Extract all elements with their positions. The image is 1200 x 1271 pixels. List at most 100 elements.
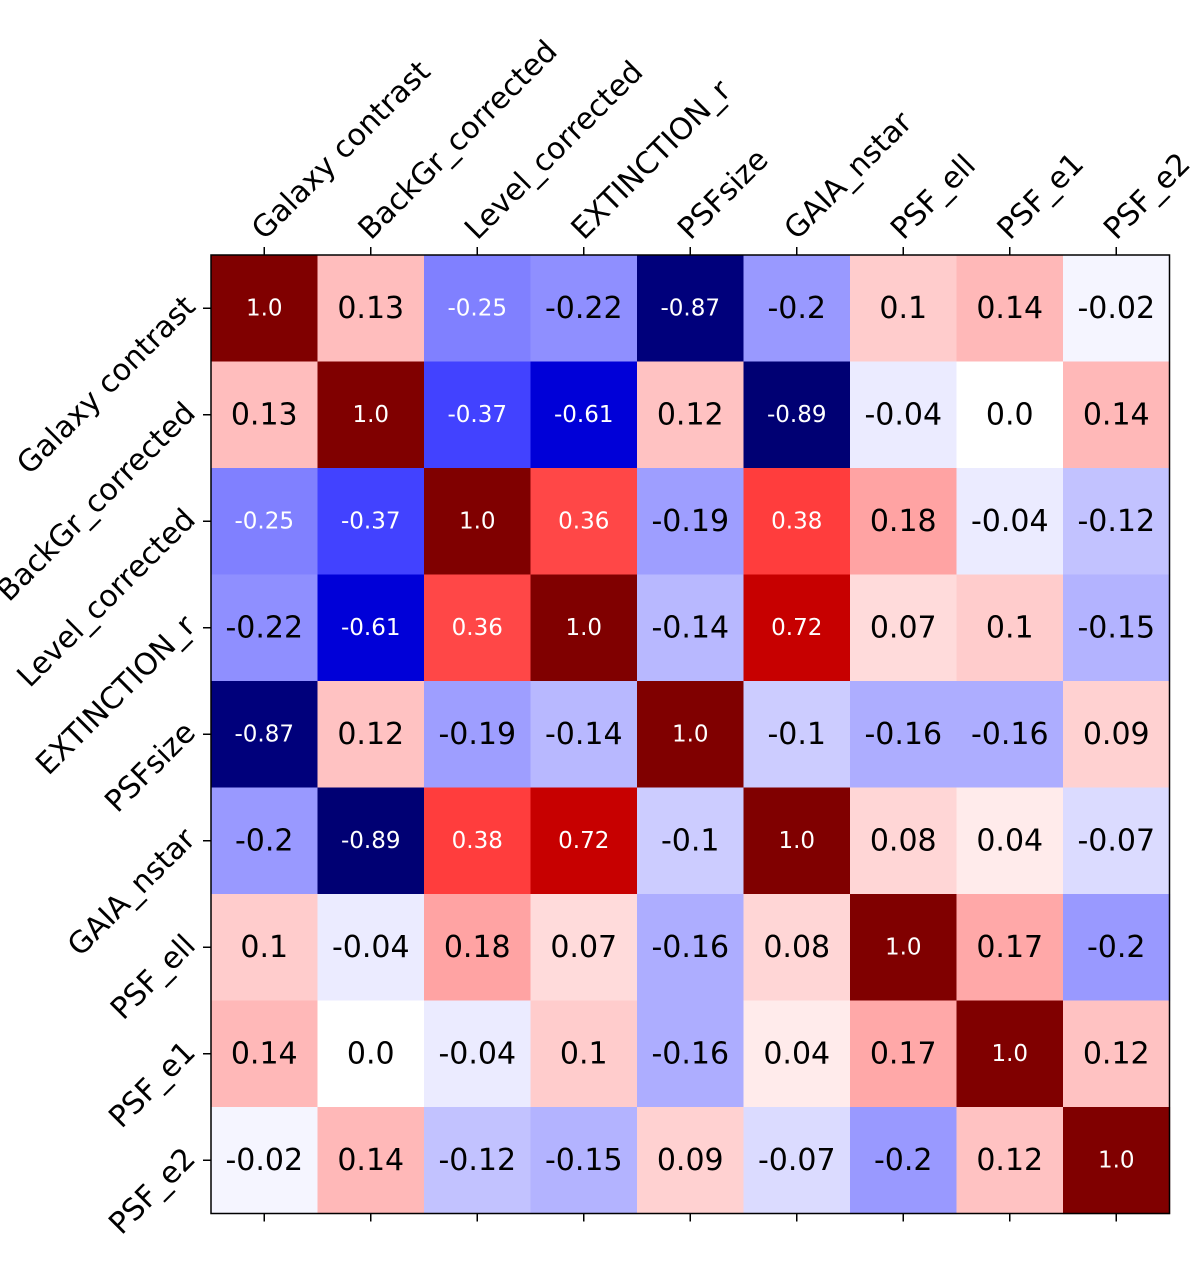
heatmap-cell-r0-c7 [956, 255, 1064, 363]
heatmap-cell-r5-c4 [637, 787, 745, 895]
cell-value-label-r7-c0: 0.14 [231, 1036, 298, 1071]
cell-value-label-r8-c0: -0.02 [225, 1143, 303, 1178]
heatmap-cell-r7-c1 [317, 1000, 425, 1108]
cell-value-label-r5-c4: -0.1 [661, 823, 720, 858]
heatmap-cell-r7-c2 [424, 1000, 532, 1108]
heatmap-cell-r5-c1 [317, 787, 425, 895]
cell-value-label-r8-c1: 0.14 [337, 1143, 404, 1178]
x-tick-label-psf-ell: PSF_ell [884, 148, 983, 247]
cell-value-label-r3-c6: 0.07 [870, 610, 937, 645]
y-tick-label-psf-e2: PSF_e2 [102, 1141, 202, 1241]
cell-value-label-r5-c0: -0.2 [235, 823, 294, 858]
cell-value-label-r2-c7: -0.04 [971, 504, 1049, 539]
heatmap-value-labels: 1.0 0.13 -0.25 -0.22 -0.87 -0.2 0.1 0.14 -0.02 0.… [225, 291, 1155, 1178]
cell-value-label-r4-c4: 1.0 [672, 721, 709, 747]
x-tick-labels: Galaxy contrastBackGr_correctedLevel_cor… [245, 34, 1197, 247]
x-tick-label-level-corrected: Level_corrected [458, 55, 650, 247]
heatmap-cell-r2-c0 [211, 468, 319, 576]
cell-value-label-r0-c0: 1.0 [246, 295, 283, 321]
y-tick-label-psf-e1: PSF_e1 [102, 1035, 202, 1135]
cell-value-label-r6-c7: 0.17 [976, 930, 1043, 965]
cell-value-label-r6-c0: 0.1 [240, 930, 288, 965]
cell-value-label-r8-c7: 0.12 [976, 1143, 1043, 1178]
heatmap-cell-r5-c5 [743, 787, 851, 895]
cell-value-label-r6-c4: -0.16 [651, 930, 729, 965]
cell-value-label-r5-c7: 0.04 [976, 823, 1043, 858]
heatmap-cell-r7-c0 [211, 1000, 319, 1108]
heatmap-cell-r8-c0 [211, 1107, 319, 1215]
heatmap-cell-r3-c4 [637, 574, 745, 682]
y-tick-label-galaxy-contrast: Galaxy contrast [10, 289, 203, 482]
cell-value-label-r2-c4: -0.19 [651, 504, 729, 539]
cell-value-label-r0-c6: 0.1 [879, 291, 927, 326]
x-tick-label-backgr-corrected: BackGr_corrected [352, 34, 565, 247]
heatmap-cell-r8-c3 [530, 1107, 638, 1215]
cell-value-label-r0-c7: 0.14 [976, 291, 1043, 326]
cell-value-label-r1-c0: 0.13 [231, 397, 298, 432]
heatmap-cell-r3-c5 [743, 574, 851, 682]
cell-value-label-r3-c1: -0.61 [341, 615, 401, 641]
y-tick-label-level-corrected: Level_corrected [11, 502, 203, 694]
heatmap-cell-r4-c6 [850, 681, 958, 789]
x-tick-label-psf-e2: PSF_e2 [1097, 146, 1197, 246]
cell-value-label-r3-c8: -0.15 [1077, 610, 1155, 645]
cell-value-label-r0-c1: 0.13 [337, 291, 404, 326]
cell-value-label-r1-c8: 0.14 [1083, 397, 1150, 432]
heatmap-cell-r5-c8 [1063, 787, 1171, 895]
cell-value-label-r4-c2: -0.19 [438, 717, 516, 752]
axis-ticks [203, 247, 1117, 1222]
heatmap-cell-r7-c8 [1063, 1000, 1171, 1108]
cell-value-label-r8-c5: -0.07 [758, 1143, 836, 1178]
cell-value-label-r2-c2: 1.0 [459, 508, 496, 534]
heatmap-cell-r2-c3 [530, 468, 638, 576]
cell-value-label-r7-c7: 1.0 [991, 1041, 1028, 1067]
cell-value-label-r2-c3: 0.36 [558, 508, 609, 534]
cell-value-label-r8-c2: -0.12 [438, 1143, 516, 1178]
heatmap-cell-r8-c6 [850, 1107, 958, 1215]
cell-value-label-r2-c0: -0.25 [234, 508, 294, 534]
heatmap-cell-r5-c0 [211, 787, 319, 895]
cell-value-label-r0-c5: -0.2 [767, 291, 826, 326]
cell-value-label-r4-c7: -0.16 [971, 717, 1049, 752]
heatmap-cell-r0-c2 [424, 255, 532, 363]
cell-value-label-r4-c5: -0.1 [767, 717, 826, 752]
heatmap-cell-r6-c7 [956, 894, 1064, 1002]
cell-value-label-r6-c2: 0.18 [444, 930, 511, 965]
cell-value-label-r8-c8: 1.0 [1098, 1147, 1135, 1173]
heatmap-cell-r8-c1 [317, 1107, 425, 1215]
heatmap-cell-r0-c8 [1063, 255, 1171, 363]
heatmap-cell-r2-c4 [637, 468, 745, 576]
cell-value-label-r1-c5: -0.89 [767, 402, 827, 428]
heatmap-cell-r8-c5 [743, 1107, 851, 1215]
heatmap-cell-r5-c3 [530, 787, 638, 895]
cell-value-label-r6-c1: -0.04 [332, 930, 410, 965]
heatmap-cell-r4-c4 [637, 681, 745, 789]
heatmap-cell-r0-c0 [211, 255, 319, 363]
cell-value-label-r6-c8: -0.2 [1087, 930, 1146, 965]
heatmap-cell-r6-c6 [850, 894, 958, 1002]
cell-value-label-r4-c6: -0.16 [864, 717, 942, 752]
cell-value-label-r7-c2: -0.04 [438, 1036, 516, 1071]
heatmap-cell-r2-c6 [850, 468, 958, 576]
cell-value-label-r7-c5: 0.04 [763, 1036, 830, 1071]
cell-value-label-r1-c1: 1.0 [352, 402, 389, 428]
cell-value-label-r6-c3: 0.07 [550, 930, 617, 965]
heatmap-cell-r0-c6 [850, 255, 958, 363]
heatmap-cell-r8-c2 [424, 1107, 532, 1215]
cell-value-label-r8-c4: 0.09 [657, 1143, 724, 1178]
heatmap-cell-r8-c8 [1063, 1107, 1171, 1215]
cell-value-label-r2-c1: -0.37 [341, 508, 401, 534]
heatmap-cell-r1-c4 [637, 361, 745, 469]
cell-value-label-r7-c8: 0.12 [1083, 1036, 1150, 1071]
heatmap-cell-r6-c8 [1063, 894, 1171, 1002]
cell-value-label-r1-c7: 0.0 [986, 397, 1034, 432]
heatmap-cell-r2-c5 [743, 468, 851, 576]
cell-value-label-r7-c1: 0.0 [347, 1036, 395, 1071]
y-tick-label-backgr-corrected: BackGr_corrected [0, 396, 203, 609]
cell-value-label-r2-c6: 0.18 [870, 504, 937, 539]
heatmap-cell-r0-c4 [637, 255, 745, 363]
cell-value-label-r3-c4: -0.14 [651, 610, 729, 645]
x-tick-label-psf-e1: PSF_e1 [991, 146, 1091, 246]
heatmap-cell-r1-c2 [424, 361, 532, 469]
heatmap-cell-r1-c7 [956, 361, 1064, 469]
